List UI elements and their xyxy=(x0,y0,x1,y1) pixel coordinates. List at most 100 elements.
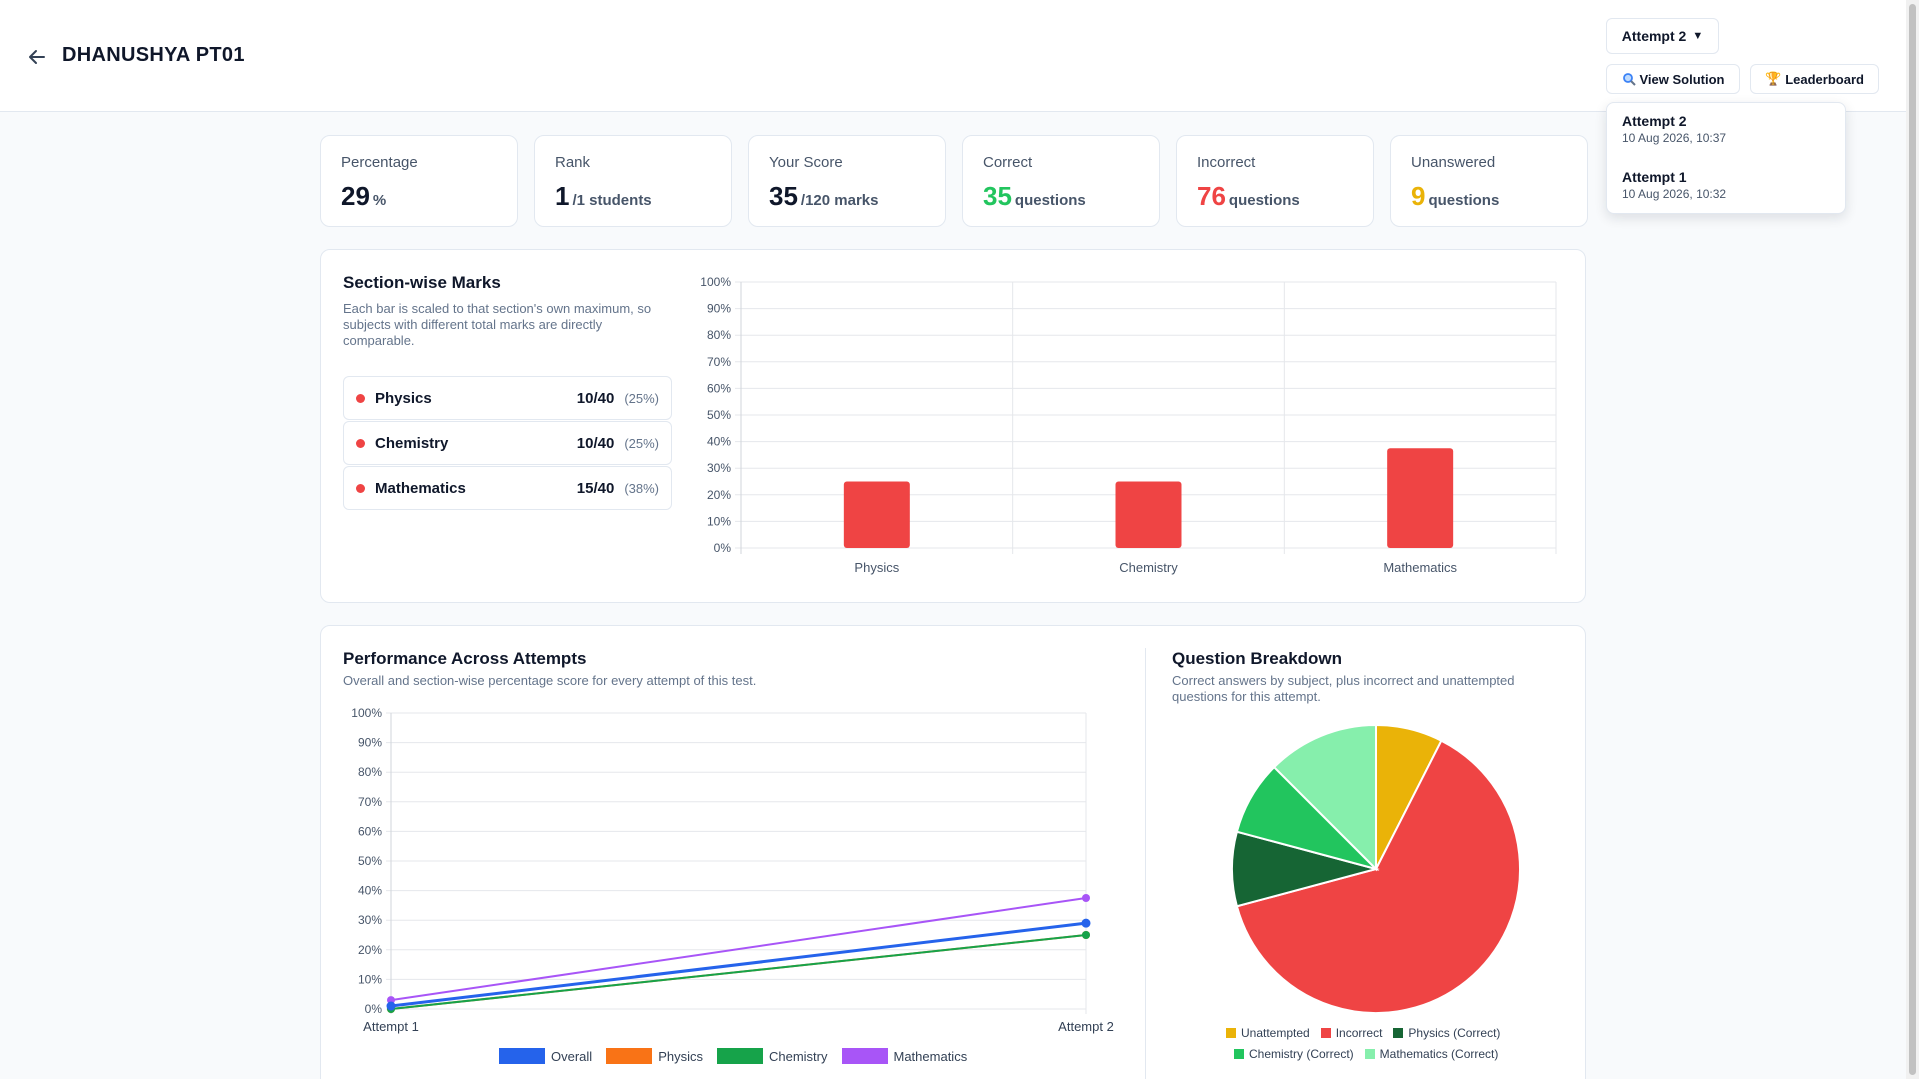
dropdown-item-date: 10 Aug 2026, 10:32 xyxy=(1622,187,1727,201)
stat-card-rank: Rank 1/1 students xyxy=(534,135,732,227)
section-title: Section-wise Marks xyxy=(343,273,501,292)
scrollbar-thumb[interactable] xyxy=(1909,4,1916,1075)
subject-row-chemistry: Chemistry 10/40 (25%) xyxy=(343,421,672,465)
performance-card: Performance Across Attempts Overall and … xyxy=(320,625,1586,1079)
subject-percent: (38%) xyxy=(624,480,659,496)
legend-swatch xyxy=(499,1048,545,1064)
subject-dot xyxy=(356,393,365,403)
y-tick-label: 50% xyxy=(707,408,731,422)
stat-card-incorrect: Incorrect 76 questions xyxy=(1176,135,1374,227)
stat-unit: questions xyxy=(1014,192,1086,209)
legend-item-chemistry[interactable]: Chemistry xyxy=(716,1048,828,1064)
legend-item[interactable]: Mathematics (Correct) xyxy=(1364,1047,1498,1061)
stat-label: Rank xyxy=(555,154,591,171)
legend-item-mathematics[interactable]: Mathematics xyxy=(841,1048,967,1064)
dropdown-item-attempt-1[interactable]: Attempt 1 10 Aug 2026, 10:32 xyxy=(1607,159,1845,215)
y-tick-label: 50% xyxy=(358,854,382,868)
y-tick-label: 30% xyxy=(707,461,731,475)
subject-name: Physics xyxy=(375,389,432,407)
stat-value: 29 xyxy=(341,181,370,211)
stat-label: Percentage xyxy=(341,154,418,171)
stat-card-score: Your Score 35/120 marks xyxy=(748,135,946,227)
performance-legend: Overall Physics Chemistry Mathematics xyxy=(499,1048,967,1064)
y-tick-label: 40% xyxy=(707,435,731,449)
bar-physics xyxy=(843,481,910,548)
y-tick-label: 100% xyxy=(700,275,731,289)
legend-item[interactable]: Chemistry (Correct) xyxy=(1234,1047,1354,1061)
stat-value: 9 xyxy=(1411,181,1426,211)
arrow-left-icon xyxy=(29,50,45,64)
y-tick-label: 0% xyxy=(714,541,732,555)
legend-swatch xyxy=(1364,1049,1375,1059)
scrollbar[interactable] xyxy=(1906,0,1919,1079)
series-point-overall xyxy=(386,1001,396,1011)
subject-percent: (25%) xyxy=(624,435,659,451)
y-tick-label: 90% xyxy=(707,302,731,316)
legend-label: Physics (Correct) xyxy=(1408,1026,1501,1040)
y-tick-label: 70% xyxy=(707,355,731,369)
stat-value: 76 xyxy=(1197,181,1226,211)
breakdown-pie-chart xyxy=(1231,724,1521,1014)
x-tick-label: Chemistry xyxy=(1119,560,1178,575)
pie-slice-incorrect xyxy=(1235,739,1521,1014)
y-tick-label: 80% xyxy=(358,765,382,779)
performance-description: Overall and section-wise percentage scor… xyxy=(343,673,757,688)
bar-mathematics xyxy=(1387,448,1454,548)
stat-label: Unanswered xyxy=(1411,154,1496,171)
y-tick-label: 0% xyxy=(365,1002,383,1016)
attempt-select-button[interactable]: Attempt 2 ▼ xyxy=(1606,18,1719,54)
dropdown-item-name: Attempt 2 xyxy=(1622,113,1687,129)
series-point-mathematics xyxy=(1082,894,1090,902)
leaderboard-label: Leaderboard xyxy=(1785,71,1864,87)
dropdown-item-name: Attempt 1 xyxy=(1622,169,1687,185)
subject-name: Mathematics xyxy=(375,479,466,497)
bar-chemistry xyxy=(1115,481,1182,548)
legend-item-physics[interactable]: Physics xyxy=(606,1048,703,1064)
stat-value: 35 xyxy=(769,181,798,211)
series-line-overall xyxy=(390,921,1087,1008)
series-line-chemistry xyxy=(390,934,1087,1010)
performance-line-chart: 0% 10% 20% 30% 40% 50% 60% 70% 80% 90% 100% Attempt… xyxy=(351,706,1114,1034)
y-tick-label: 60% xyxy=(707,381,731,395)
stat-value: 1 xyxy=(555,181,570,211)
attempt-select-label: Attempt 2 xyxy=(1621,28,1687,44)
legend-swatch xyxy=(716,1048,763,1064)
legend-swatch xyxy=(1320,1028,1331,1038)
x-tick-label: Mathematics xyxy=(1383,560,1457,575)
dropdown-item-attempt-2[interactable]: Attempt 2 10 Aug 2026, 10:37 xyxy=(1607,103,1845,159)
legend-label: Incorrect xyxy=(1335,1026,1383,1040)
stat-unit: questions xyxy=(1428,192,1500,209)
legend-label: Chemistry xyxy=(768,1048,828,1064)
legend-label: Unattempted xyxy=(1241,1026,1310,1040)
subject-name: Chemistry xyxy=(375,434,449,452)
page-header: DHANUSHYA PT01 xyxy=(0,0,1906,112)
series-point-chemistry xyxy=(1082,931,1090,939)
legend-item[interactable]: Physics (Correct) xyxy=(1393,1026,1500,1040)
x-tick-label: Attempt 1 xyxy=(363,1019,419,1034)
legend-item-overall[interactable]: Overall xyxy=(499,1048,592,1064)
breakdown-description: Correct answers by subject, plus incorre… xyxy=(1172,673,1515,704)
y-tick-label: 40% xyxy=(358,884,382,898)
back-button[interactable] xyxy=(22,42,52,72)
legend-item[interactable]: Incorrect xyxy=(1320,1026,1383,1040)
y-tick-label: 70% xyxy=(358,795,382,809)
leaderboard-button[interactable]: 🏆 Leaderboard xyxy=(1750,64,1879,94)
subject-row-mathematics: Mathematics 15/40 (38%) xyxy=(343,466,672,510)
stat-label: Incorrect xyxy=(1197,154,1256,171)
card-divider xyxy=(1145,648,1146,1079)
section-description: Each bar is scaled to that section's own… xyxy=(343,301,652,348)
breakdown-title: Question Breakdown xyxy=(1172,649,1343,668)
y-tick-label: 20% xyxy=(707,488,731,502)
legend-label: Chemistry (Correct) xyxy=(1249,1047,1354,1061)
legend-item[interactable]: Unattempted xyxy=(1226,1026,1310,1040)
y-tick-label: 10% xyxy=(358,972,382,986)
attempt-dropdown-menu: Attempt 2 10 Aug 2026, 10:37 Attempt 1 1… xyxy=(1606,102,1846,214)
x-tick-label: Attempt 2 xyxy=(1058,1019,1114,1034)
subject-row-physics: Physics 10/40 (25%) xyxy=(343,376,672,420)
subject-score: 10/40 xyxy=(576,389,615,407)
y-tick-label: 60% xyxy=(358,824,382,838)
stat-label: Correct xyxy=(983,154,1033,171)
stat-card-correct: Correct 35 questions xyxy=(962,135,1160,227)
stat-card-unanswered: Unanswered 9 questions xyxy=(1390,135,1588,227)
view-solution-button[interactable]: View Solution xyxy=(1606,64,1740,94)
